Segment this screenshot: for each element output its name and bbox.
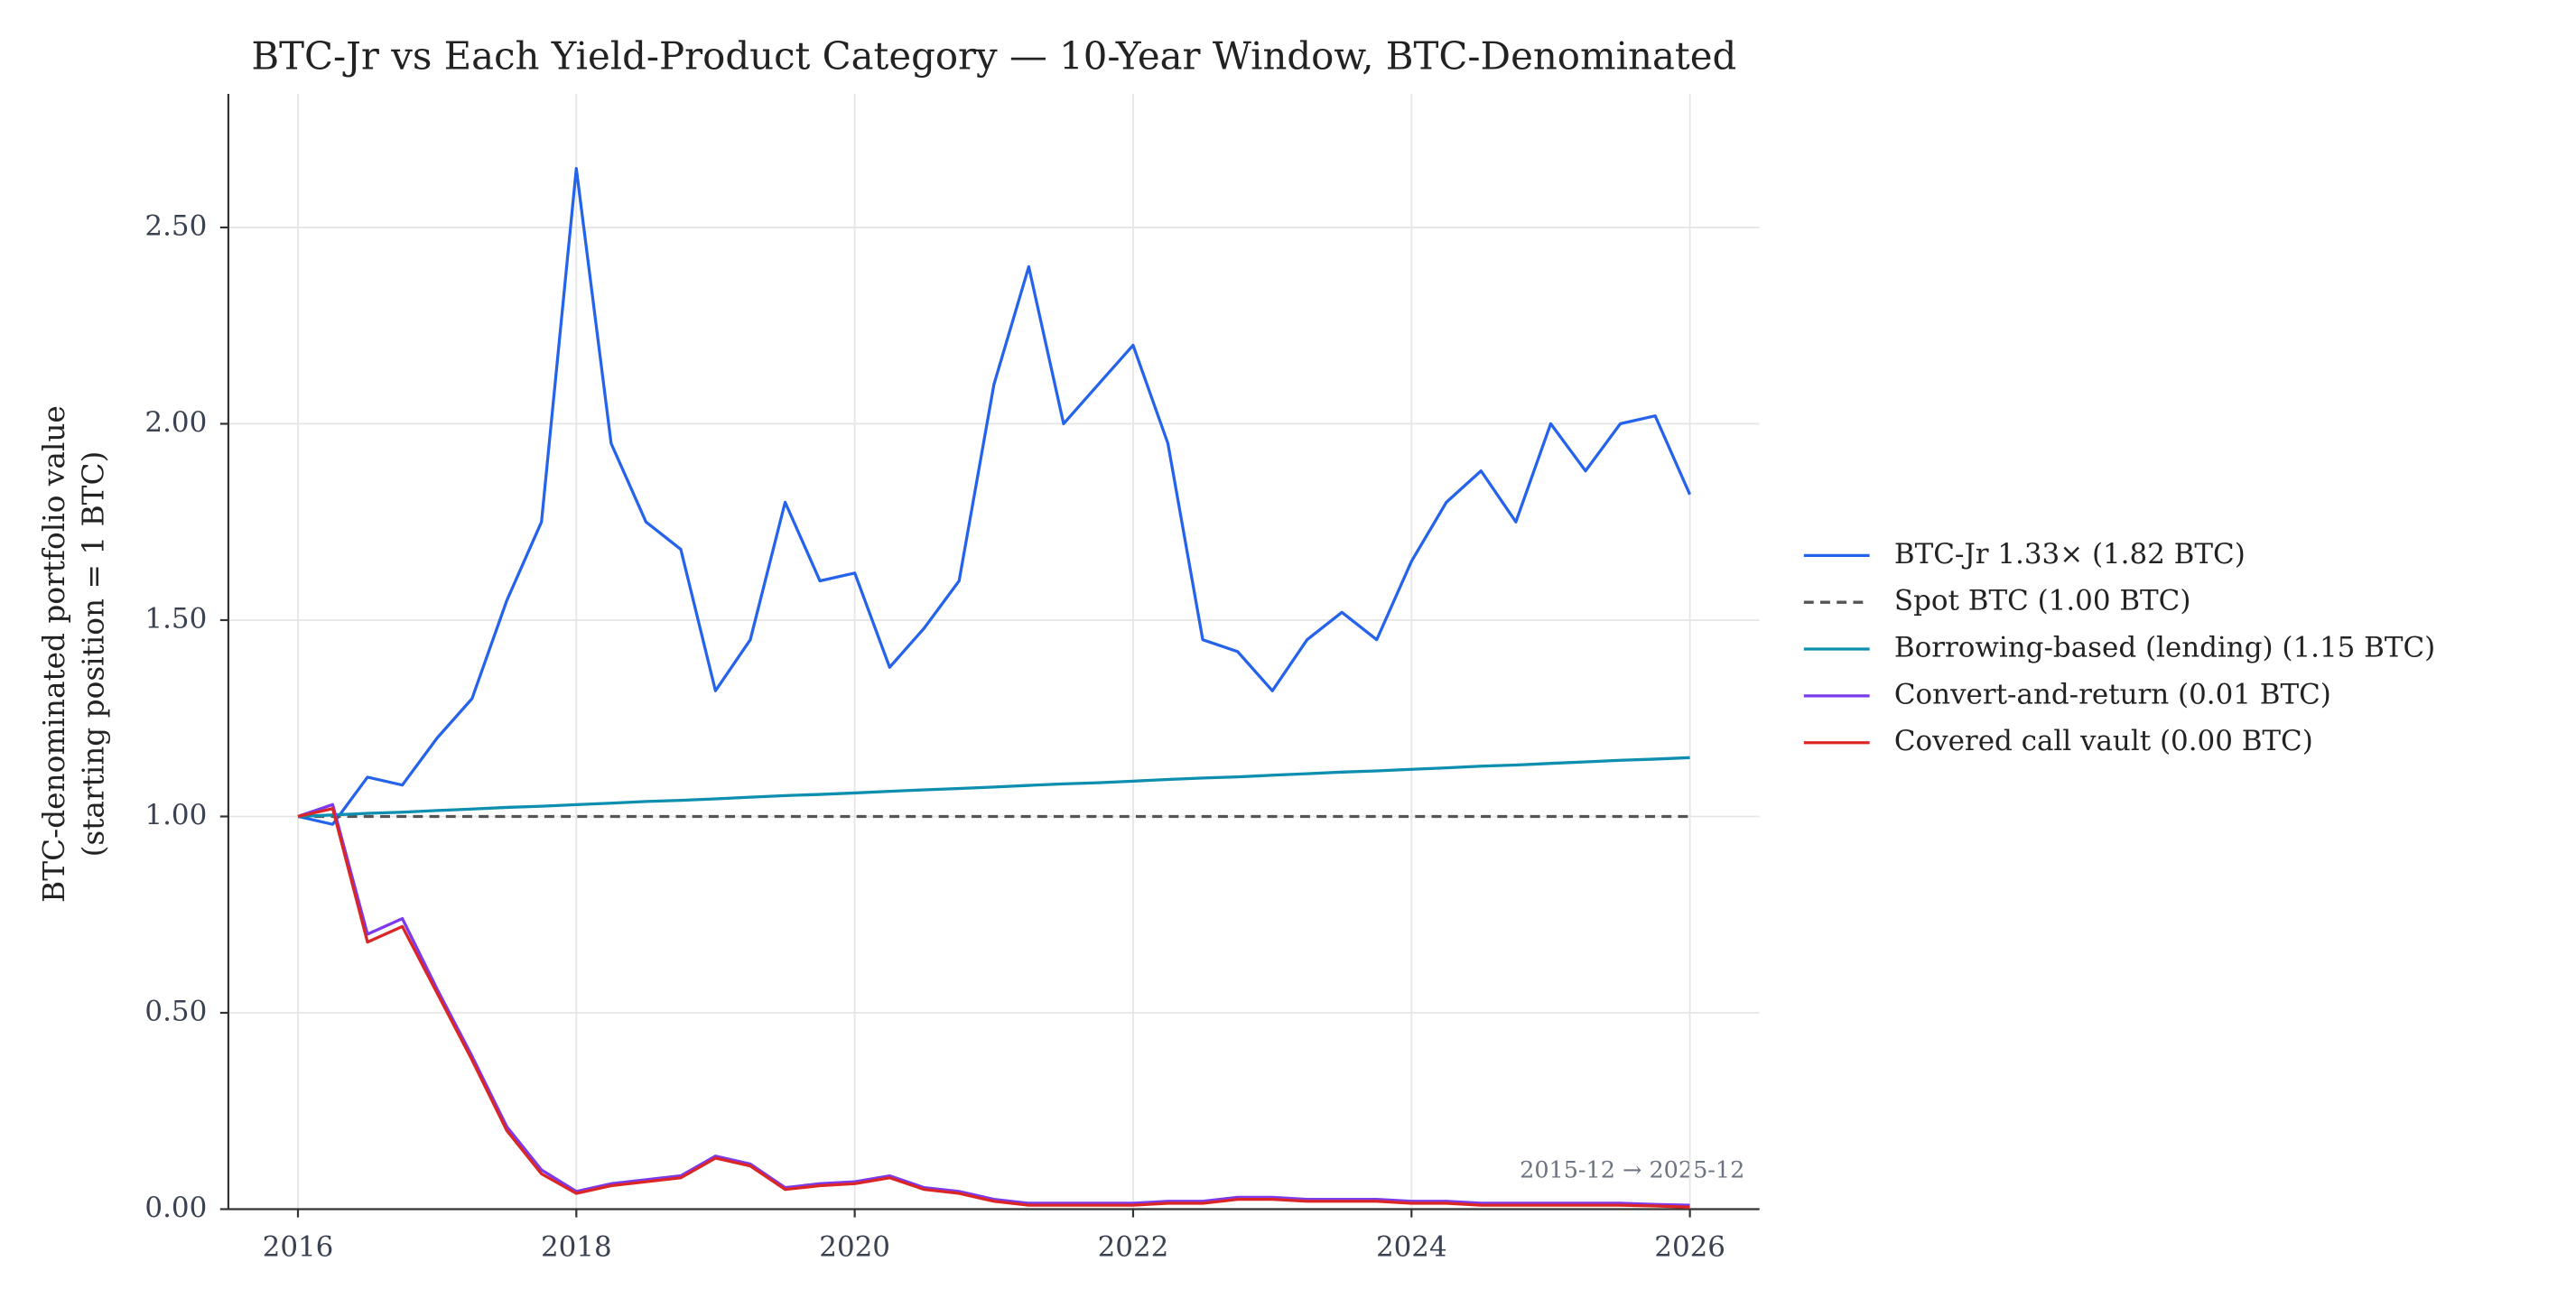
legend-label: Borrowing-based (lending) (1.15 BTC) [1894, 632, 2435, 664]
y-tick-label: 2.00 [144, 406, 207, 439]
legend-label: Covered call vault (0.00 BTC) [1894, 725, 2313, 757]
series-line [297, 802, 1690, 1207]
y-axis-label: BTC-denominated portfolio value [37, 405, 71, 903]
legend-label: Convert-and-return (0.01 BTC) [1894, 678, 2331, 710]
y-tick-label: 0.00 [144, 1192, 207, 1224]
y-tick-label: 1.50 [144, 602, 207, 635]
x-tick-label: 2024 [1376, 1231, 1447, 1264]
y-tick-label: 2.50 [144, 209, 207, 242]
x-tick-label: 2018 [541, 1231, 612, 1264]
series-line [297, 167, 1692, 826]
y-tick-label: 1.00 [144, 799, 207, 831]
series-line [297, 807, 1690, 1209]
annotation: 2015-12 → 2025-12 [1520, 1157, 1744, 1184]
y-axis-label: (starting position = 1 BTC) [77, 451, 111, 858]
legend-label: Spot BTC (1.00 BTC) [1894, 585, 2191, 617]
legend-label: BTC-Jr 1.33× (1.82 BTC) [1894, 538, 2246, 571]
x-tick-label: 2020 [819, 1231, 890, 1264]
chart-title: BTC-Jr vs Each Yield-Product Category — … [251, 33, 1736, 78]
y-tick-label: 0.50 [144, 995, 207, 1027]
x-tick-label: 2026 [1654, 1231, 1725, 1264]
x-tick-label: 2016 [263, 1231, 334, 1264]
x-tick-label: 2022 [1098, 1231, 1169, 1264]
series-line [297, 756, 1690, 819]
